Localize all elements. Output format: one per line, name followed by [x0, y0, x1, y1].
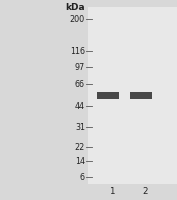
Text: 6: 6: [80, 173, 85, 182]
Bar: [88, 8, 177, 184]
Text: 31: 31: [75, 123, 85, 132]
Text: 2: 2: [142, 187, 148, 196]
Bar: [97, 92, 119, 99]
Bar: [130, 92, 152, 99]
Text: 116: 116: [70, 47, 85, 56]
Text: 22: 22: [75, 143, 85, 152]
Text: 44: 44: [75, 102, 85, 111]
Text: 97: 97: [75, 63, 85, 72]
Text: 1: 1: [109, 187, 115, 196]
Text: kDa: kDa: [65, 2, 85, 11]
Text: 200: 200: [70, 15, 85, 24]
Text: 14: 14: [75, 157, 85, 166]
Text: 66: 66: [75, 80, 85, 89]
